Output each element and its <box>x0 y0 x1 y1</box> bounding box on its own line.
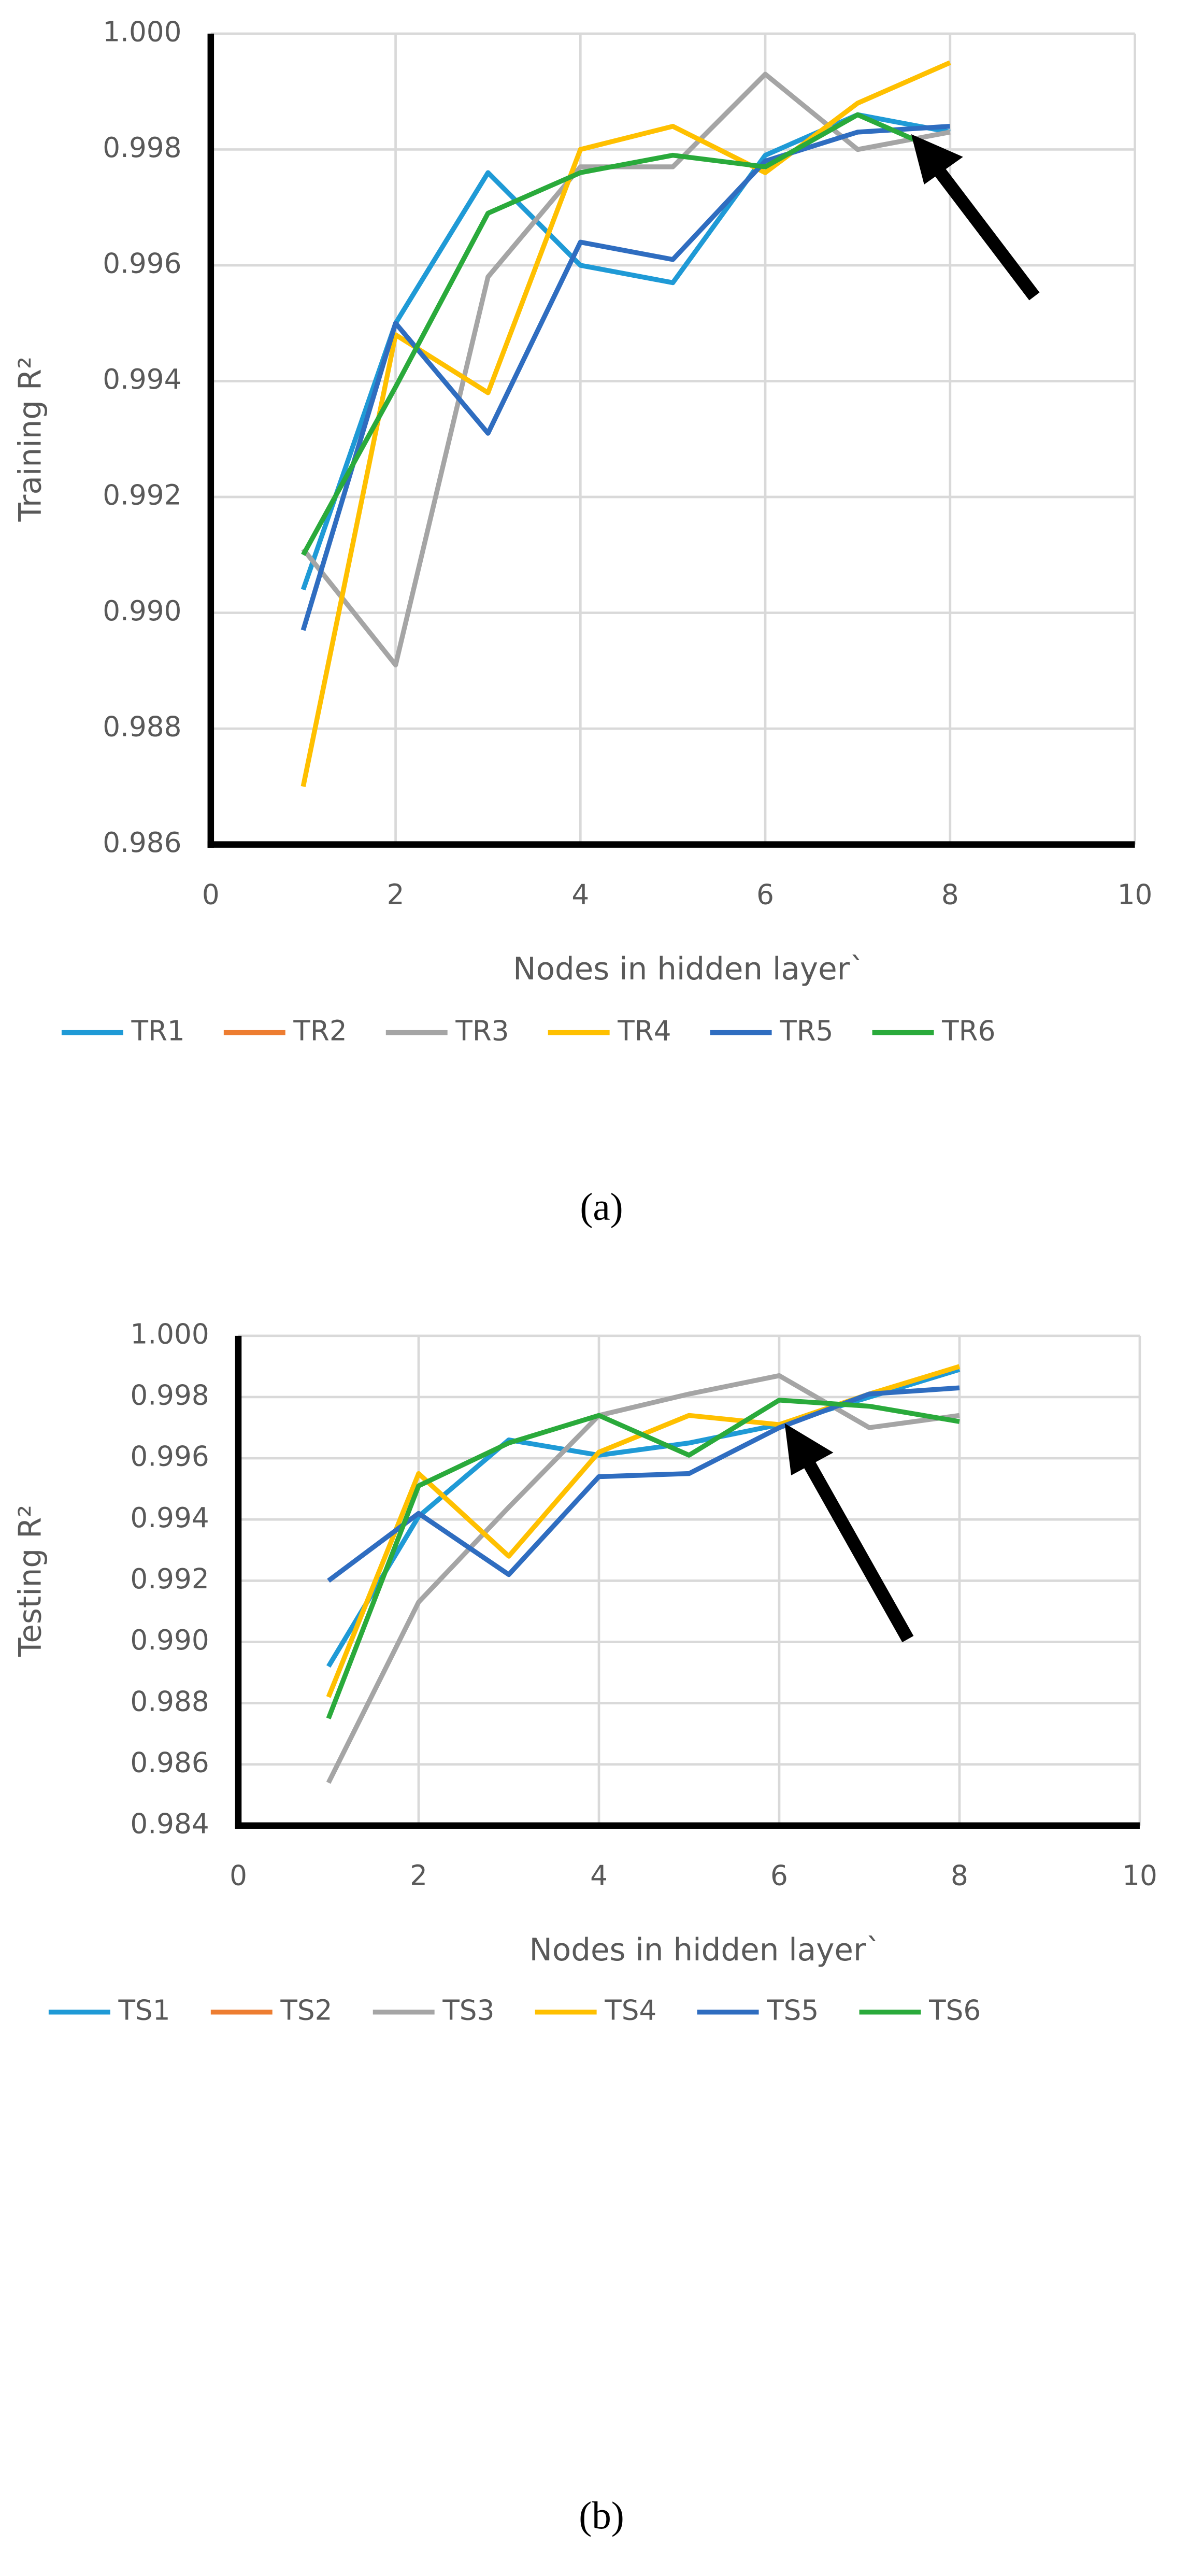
y-axis-title: Training R² <box>13 357 49 522</box>
x-tick-label: 6 <box>770 1860 788 1892</box>
legend-label: TR3 <box>455 1015 509 1047</box>
y-tick-label: 1.000 <box>103 16 181 48</box>
x-tick-label: 0 <box>202 878 220 910</box>
series-line <box>326 1364 961 1698</box>
legend-label: TS6 <box>928 1994 981 2026</box>
y-tick-label: 0.998 <box>103 132 181 164</box>
y-tick-label: 0.990 <box>103 595 181 627</box>
series-line <box>326 1398 960 1719</box>
legend-label: TR2 <box>293 1015 347 1047</box>
x-tick-label: 2 <box>387 878 405 910</box>
y-tick-label: 1.000 <box>130 1318 209 1350</box>
y-tick-label: 0.988 <box>130 1685 209 1717</box>
y-tick-label: 0.984 <box>130 1808 209 1840</box>
legend-label: TS3 <box>442 1994 494 2026</box>
caption: (b) <box>579 2494 624 2537</box>
y-tick-label: 0.990 <box>130 1624 209 1656</box>
y-tick-label: 0.994 <box>130 1502 209 1534</box>
x-axis-title: Nodes in hidden layer` <box>513 951 865 987</box>
legend-label: TS5 <box>766 1994 819 2026</box>
x-tick-label: 10 <box>1118 878 1153 910</box>
series-line <box>327 1385 960 1583</box>
y-tick-label: 0.988 <box>103 711 181 743</box>
chart: 0.986 0.988 0.990 0.992 0.994 0.996 0.998 1.000… <box>13 16 1153 1229</box>
legend-label: TR1 <box>131 1015 184 1047</box>
y-tick-label: 0.998 <box>130 1379 209 1412</box>
y-tick-label: 0.996 <box>103 248 181 280</box>
series-line <box>300 60 951 787</box>
y-tick-label: 0.996 <box>130 1441 209 1473</box>
x-tick-label: 6 <box>756 878 774 910</box>
arrow-b <box>784 1423 914 1643</box>
x-tick-label: 4 <box>571 878 589 910</box>
y-tick-label: 0.992 <box>130 1563 209 1595</box>
x-tick-label: 8 <box>951 1860 968 1892</box>
series-line <box>300 124 951 631</box>
x-tick-label: 4 <box>590 1860 608 1892</box>
legend-label: TR4 <box>617 1015 671 1047</box>
arrow-a <box>911 134 1040 301</box>
y-tick-label: 0.994 <box>103 363 181 395</box>
legend-label: TR6 <box>941 1015 995 1047</box>
series-line <box>300 112 951 591</box>
chart: 0.984 0.986 0.988 0.990 0.992 0.994 0.996 0.998… <box>13 1318 1157 2537</box>
x-tick-label: 0 <box>230 1860 247 1892</box>
legend-label: TS1 <box>118 1994 170 2026</box>
caption: (a) <box>580 1186 623 1229</box>
x-tick-label: 10 <box>1122 1860 1157 1892</box>
x-axis-title: Nodes in hidden layer` <box>529 1932 881 1968</box>
y-axis-title: Testing R² <box>13 1505 49 1657</box>
legend-label: TR5 <box>779 1015 833 1047</box>
legend-label: TS2 <box>280 1994 332 2026</box>
y-tick-label: 0.992 <box>103 479 181 511</box>
series-line <box>326 1373 960 1784</box>
y-tick-label: 0.986 <box>130 1746 209 1778</box>
legend-label: TS4 <box>604 1994 656 2026</box>
series-line <box>301 112 951 557</box>
x-tick-label: 2 <box>410 1860 427 1892</box>
x-tick-label: 8 <box>941 878 959 910</box>
y-tick-label: 0.986 <box>103 827 181 859</box>
